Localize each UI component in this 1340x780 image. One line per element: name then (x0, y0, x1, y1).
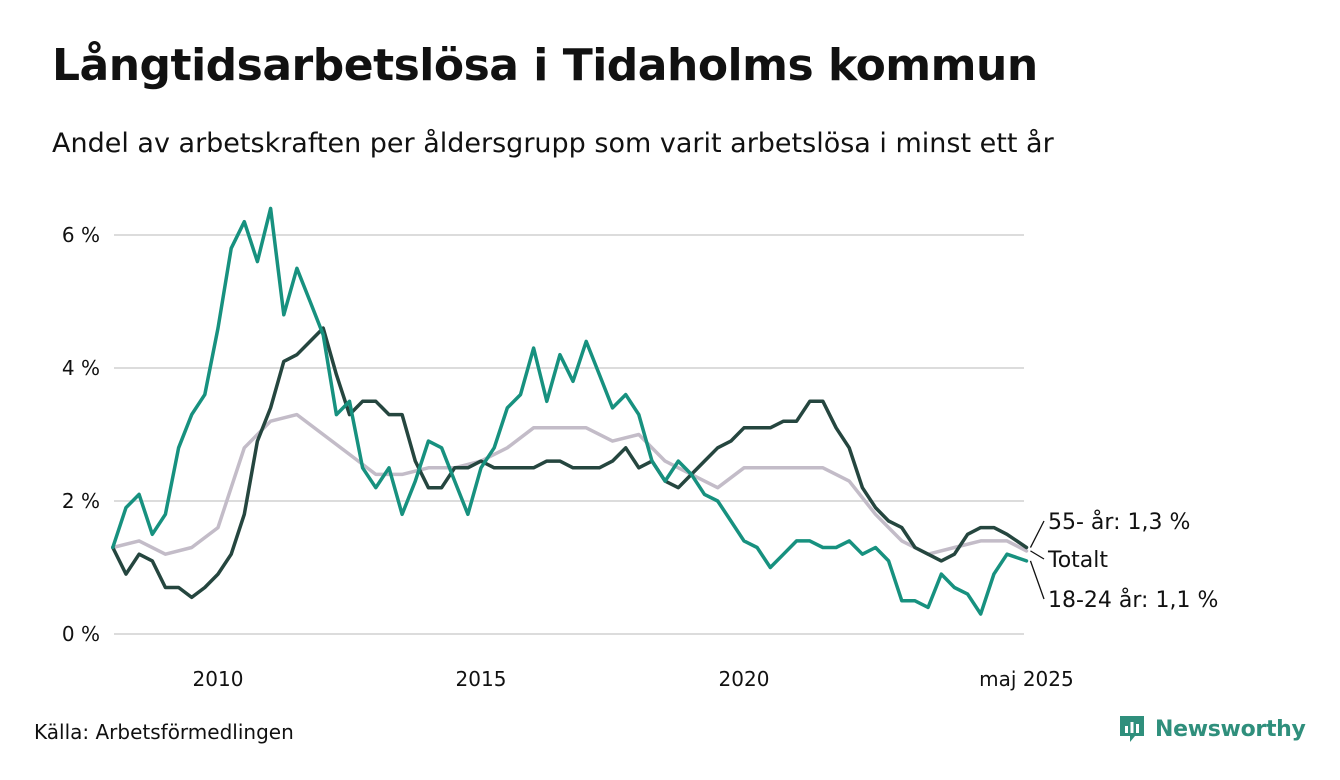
chart-title: Långtidsarbetslösa i Tidaholms kommun (52, 40, 1038, 91)
y-tick-label: 6 % (62, 223, 100, 247)
series-line-older (111, 326, 1029, 600)
y-tick-label: 4 % (62, 356, 100, 380)
y-axis-ticks: 0 % 2 % 4 % 6 % (62, 223, 100, 646)
grid-lines (114, 234, 1024, 635)
x-tick-label: 2020 (719, 667, 770, 691)
end-label-total: Totalt (1047, 548, 1108, 573)
source-note: Källa: Arbetsförmedlingen (34, 720, 294, 744)
end-label-connector (1029, 520, 1045, 548)
end-labels: 55- år: 1,3 % Totalt 18-24 år: 1,1 % (1029, 509, 1218, 613)
series-line-youth (111, 206, 1029, 616)
y-tick-label: 2 % (62, 489, 100, 513)
chart-subtitle: Andel av arbetskraften per åldersgrupp s… (52, 128, 1054, 159)
series-lines (111, 206, 1029, 616)
end-label-older: 55- år: 1,3 % (1048, 509, 1190, 535)
end-label-youth: 18-24 år: 1,1 % (1048, 587, 1218, 613)
x-axis-ticks: 2010 2015 2020 maj 2025 (193, 667, 1074, 691)
bar-chart-icon (1120, 716, 1144, 742)
x-tick-label: 2015 (456, 667, 507, 691)
y-tick-label: 0 % (62, 622, 100, 646)
brand-name: Newsworthy (1155, 716, 1306, 742)
end-label-connector (1029, 560, 1045, 600)
end-label-connector (1030, 550, 1045, 560)
newsworthy-logo[interactable]: Newsworthy (1118, 714, 1306, 744)
x-tick-label: 2010 (193, 667, 244, 691)
series-line-total (111, 412, 1029, 556)
x-tick-label: maj 2025 (979, 667, 1074, 691)
